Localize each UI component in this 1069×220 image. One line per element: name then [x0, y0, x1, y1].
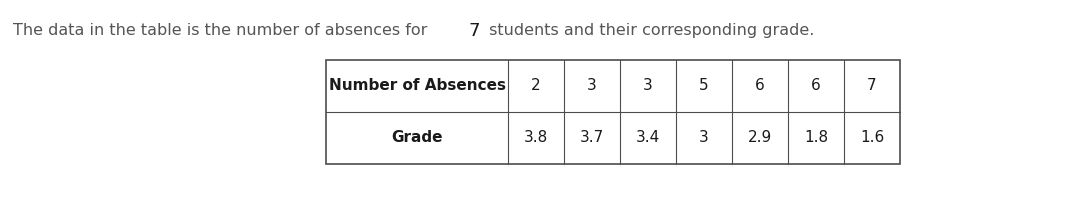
- Text: The data in the table is the number of absences for: The data in the table is the number of a…: [13, 23, 433, 38]
- Text: 1.6: 1.6: [859, 130, 884, 145]
- Text: 3.7: 3.7: [579, 130, 604, 145]
- Text: 6: 6: [811, 79, 821, 94]
- Text: 3.4: 3.4: [636, 130, 661, 145]
- Text: 2.9: 2.9: [748, 130, 772, 145]
- Text: 3: 3: [644, 79, 653, 94]
- Text: Grade: Grade: [391, 130, 443, 145]
- Text: 6: 6: [755, 79, 765, 94]
- Text: 3.8: 3.8: [524, 130, 548, 145]
- Text: 3: 3: [587, 79, 597, 94]
- Text: 2: 2: [531, 79, 541, 94]
- Text: students and their corresponding grade.: students and their corresponding grade.: [483, 23, 814, 38]
- Text: 7: 7: [469, 22, 480, 40]
- Text: 3: 3: [699, 130, 709, 145]
- Text: 5: 5: [699, 79, 709, 94]
- Text: Number of Absences: Number of Absences: [328, 79, 506, 94]
- Text: 1.8: 1.8: [804, 130, 828, 145]
- Bar: [326, 60, 900, 164]
- Text: 7: 7: [867, 79, 877, 94]
